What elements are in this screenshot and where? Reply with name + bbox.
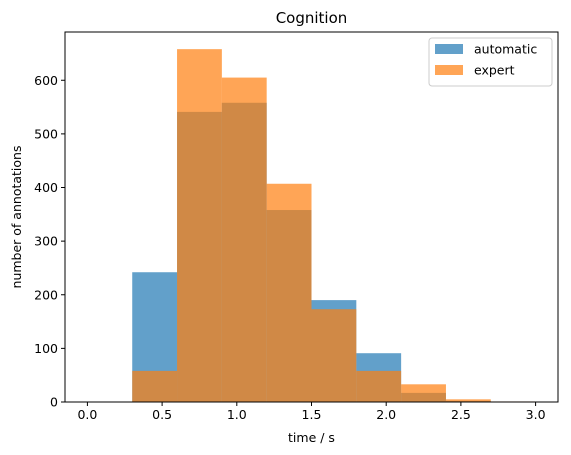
legend-swatch-expert — [435, 65, 463, 75]
x-tick-label: 0.0 — [77, 407, 97, 422]
bar-expert-8 — [445, 399, 491, 402]
bar-expert-2 — [177, 49, 222, 402]
y-tick-label: 600 — [34, 73, 58, 88]
y-axis: 0 100 200 300 400 500 600 — [34, 73, 65, 410]
bar-expert-3 — [221, 77, 267, 402]
legend: automatic expert — [428, 37, 553, 87]
x-axis: 0.0 0.5 1.0 1.5 2.0 2.5 3.0 — [77, 402, 546, 422]
x-axis-label: time / s — [288, 430, 335, 445]
y-tick-label: 500 — [34, 126, 58, 141]
x-tick-label: 1.0 — [227, 407, 247, 422]
y-tick-label: 400 — [34, 180, 58, 195]
x-tick-label: 3.0 — [526, 407, 546, 422]
bar-expert-4 — [266, 183, 312, 402]
legend-label-automatic: automatic — [474, 42, 537, 57]
y-axis-label: number of annotations — [9, 146, 24, 289]
legend-label-expert: expert — [474, 63, 515, 78]
bars-layer — [132, 49, 536, 403]
x-tick-label: 2.0 — [376, 407, 396, 422]
bar-expert-6 — [356, 370, 402, 402]
x-tick-label: 0.5 — [152, 407, 172, 422]
y-tick-label: 300 — [34, 234, 58, 249]
chart-title: Cognition — [276, 9, 348, 27]
y-tick-label: 200 — [34, 287, 58, 302]
y-tick-label: 100 — [34, 341, 58, 356]
legend-swatch-automatic — [435, 44, 463, 54]
bar-expert-1 — [132, 370, 178, 402]
y-tick-label: 0 — [50, 395, 58, 410]
bar-expert-5 — [311, 309, 357, 402]
x-tick-label: 2.5 — [451, 407, 471, 422]
x-tick-label: 1.5 — [302, 407, 322, 422]
bar-expert-7 — [401, 384, 446, 402]
